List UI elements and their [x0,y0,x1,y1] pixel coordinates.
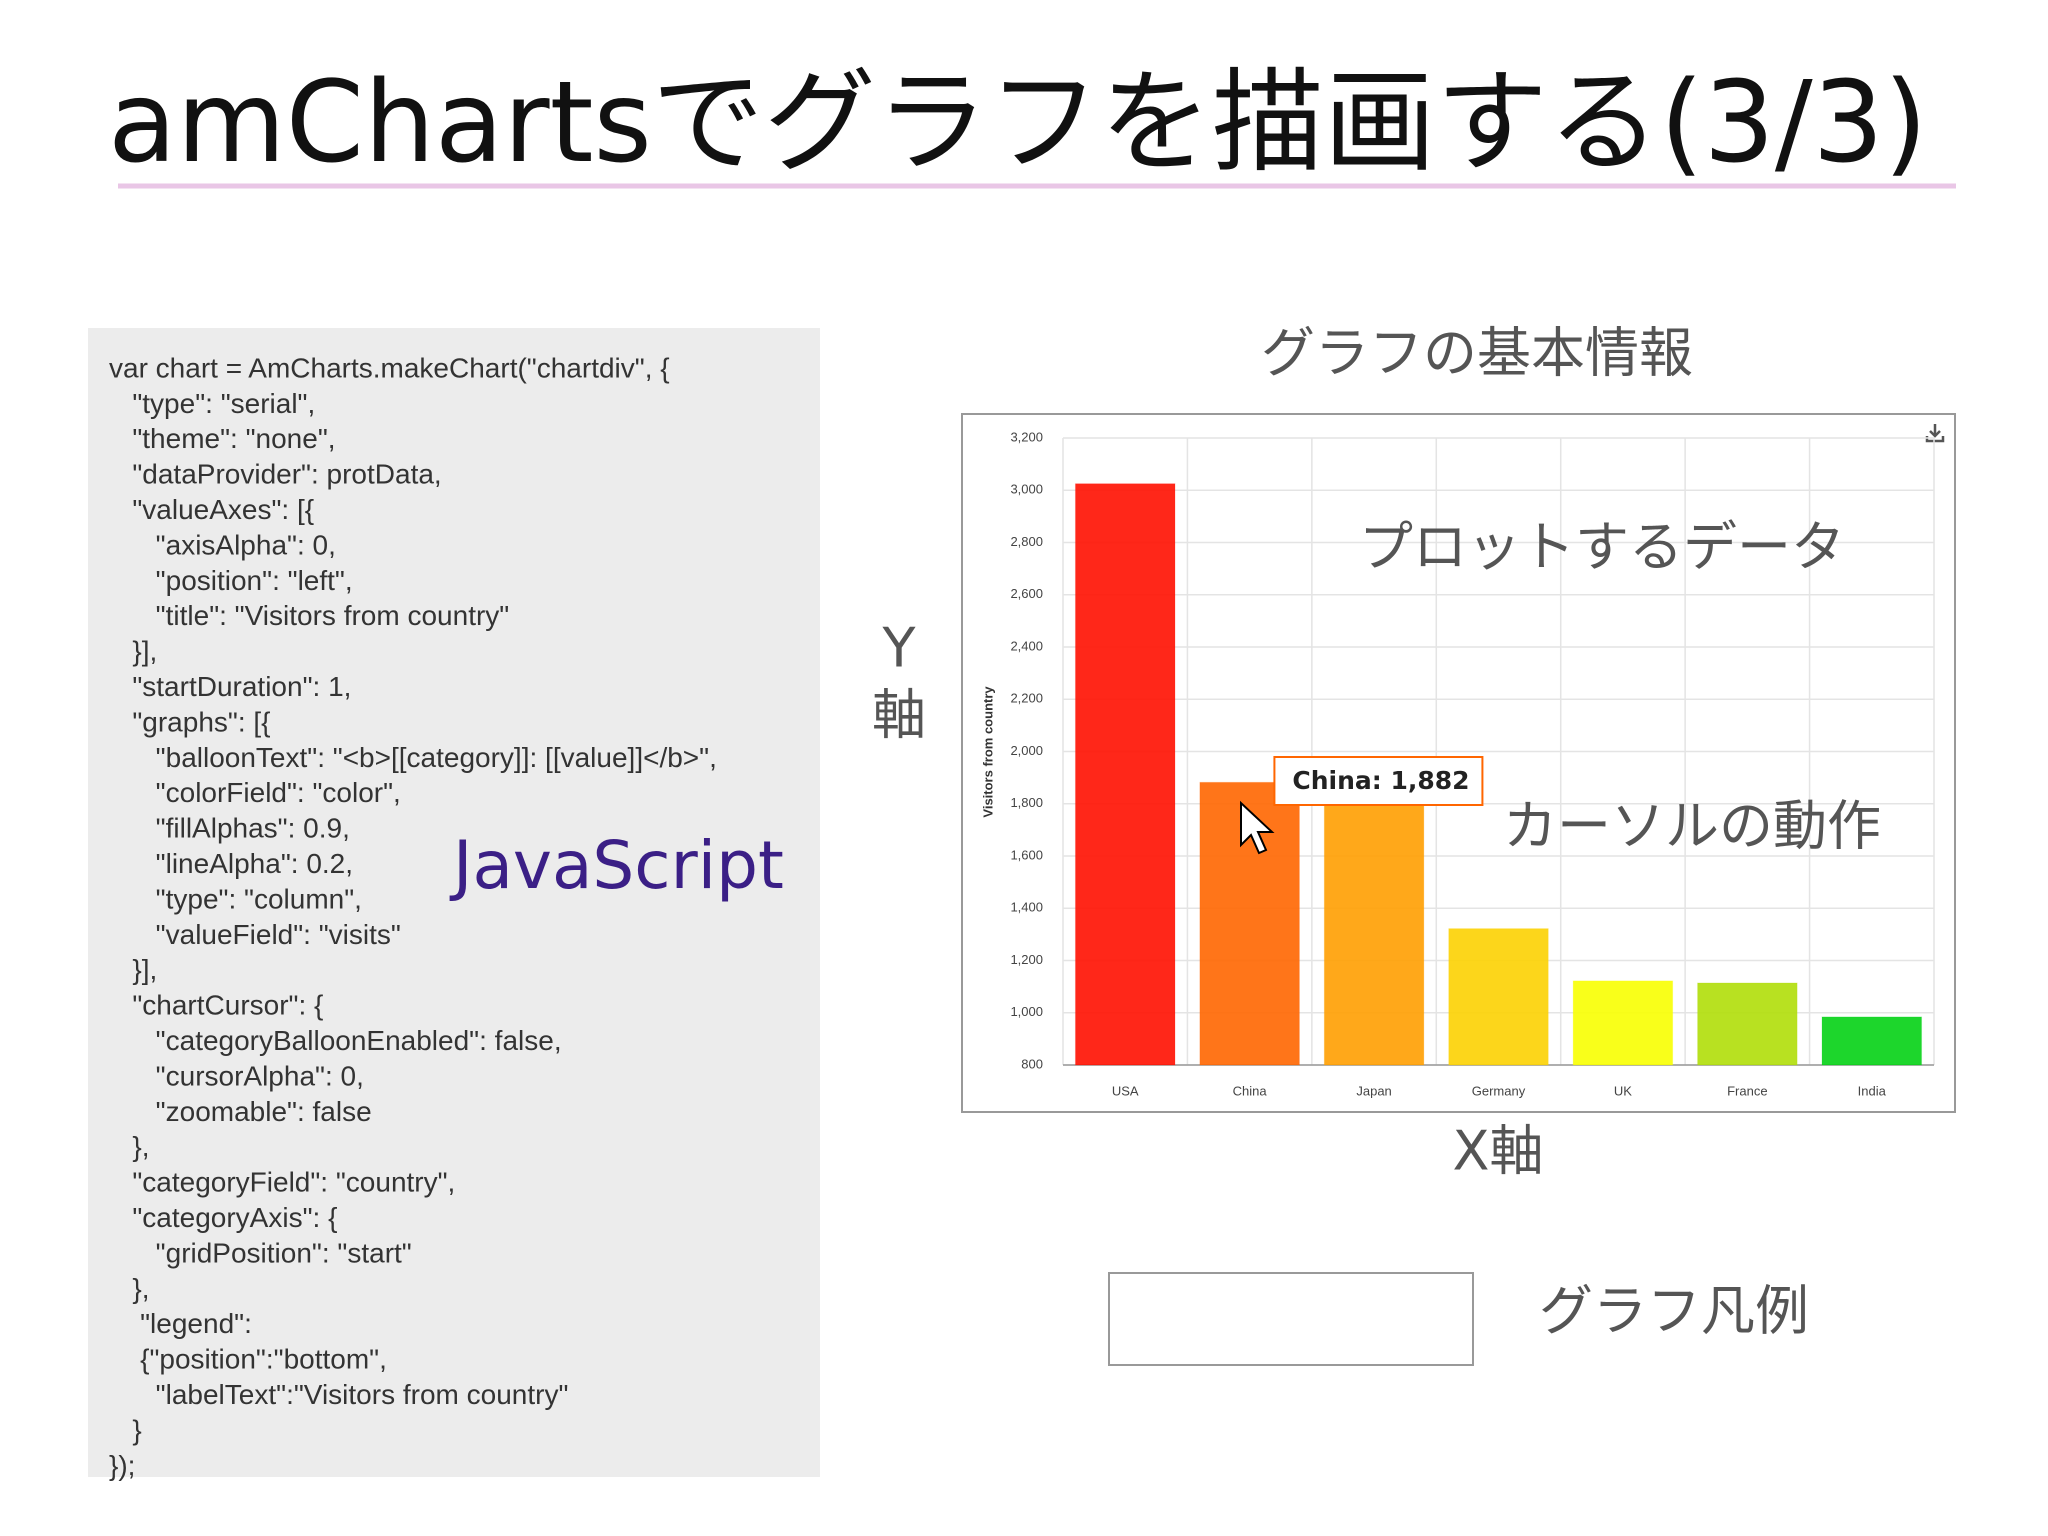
y-tick-label: 1,200 [1010,952,1043,967]
y-axis-title: Visitors from country [980,686,995,818]
code-line: "position": "left", [109,565,353,596]
code-line: "valueField": "visits" [109,919,401,950]
bar [1697,982,1798,1066]
code-line: "dataProvider": protData, [109,459,442,490]
code-line: "cursorAlpha": 0, [109,1060,364,1091]
x-tick-label: China [1233,1083,1268,1098]
code-line: "lineAlpha": 0.2, [109,848,353,879]
x-tick-label: France [1727,1083,1767,1098]
annotation: Y [882,617,917,680]
chart: 800 1,000 1,200 1,400 1,600 1,800 2,000 2,200 2,… [980,429,1935,1339]
code-line: var chart = AmCharts.makeChart("chartdiv… [109,352,670,383]
code-line: }], [109,954,157,985]
code-label: JavaScript [449,827,784,904]
code-line: "title": "Visitors from country" [109,600,509,631]
code-line: "chartCursor": { [109,990,323,1021]
legend-box [1108,1272,1474,1366]
bar [1448,928,1549,1066]
annotation: 軸 [872,684,926,747]
code-line: "categoryBalloonEnabled": false, [109,1025,562,1056]
code-line: "gridPosition": "start" [109,1237,412,1268]
code-line: "valueAxes": [{ [109,494,314,525]
y-tick-label: 2,600 [1010,586,1043,601]
bar [1572,980,1674,1066]
x-tick-label: UK [1614,1083,1632,1098]
code-line: }); [109,1450,135,1481]
code-line: "startDuration": 1, [109,671,351,702]
y-tick-label: 2,800 [1010,534,1043,549]
code-line: "categoryAxis": { [109,1202,337,1233]
code-line: }, [109,1131,149,1162]
code-line: "type": "serial", [109,388,315,419]
x-tick-label: Germany [1472,1083,1526,1098]
y-tick-label: 2,000 [1010,743,1043,758]
y-tick-label: 1,800 [1010,795,1043,810]
annotation: グラフの基本情報 [1261,322,1693,385]
annotation: プロットするデータ [1359,516,1845,579]
slide-title: amChartsでグラフを描画する(3/3) [108,58,1928,188]
code-line: "categoryField": "country", [109,1167,455,1198]
tooltip-box [1273,756,1484,806]
y-tick-label: 1,400 [1010,900,1043,915]
code-line: }], [109,636,157,667]
y-tick-label: 3,200 [1010,429,1043,444]
tooltip-text: China: 1,882 [1292,766,1469,795]
annotation: カーソルの動作 [1503,795,1881,858]
x-tick-label: USA [1112,1083,1139,1098]
code-line: }, [109,1273,149,1304]
code-line: "zoomable": false [109,1096,372,1127]
code-block: var chart = AmCharts.makeChart("chartdiv… [109,352,717,1480]
y-tick-label: 2,200 [1010,691,1043,706]
y-tick-label: 2,400 [1010,638,1043,653]
code-line: "theme": "none", [109,423,336,454]
code-line: } [109,1414,142,1445]
code-panel [88,328,820,1477]
y-tick-label: 3,000 [1010,482,1043,497]
bar [1821,1016,1923,1066]
bar [1074,483,1176,1066]
code-line: {"position":"bottom", [109,1344,387,1375]
annotation: グラフ凡例 [1539,1280,1809,1343]
annotation: X軸 [1453,1120,1544,1183]
code-line: "fillAlphas": 0.9, [109,813,350,844]
code-line: "colorField": "color", [109,777,401,808]
y-tick-label: 1,600 [1010,847,1043,862]
code-line: "graphs": [{ [109,706,271,737]
code-line: "legend": [109,1308,252,1339]
code-line: "labelText":"Visitors from country" [109,1379,568,1410]
bar [1323,800,1425,1066]
code-line: "balloonText": "<b>[[category]]: [[value… [109,742,717,773]
x-tick-label: Japan [1356,1083,1391,1098]
x-tick-label: India [1858,1083,1887,1098]
y-tick-label: 1,000 [1010,1004,1043,1019]
cursor-arrow [1240,800,1275,855]
code-line: "axisAlpha": 0, [109,529,336,560]
y-tick-label: 800 [1021,1056,1043,1071]
code-line: "type": "column", [109,883,362,914]
